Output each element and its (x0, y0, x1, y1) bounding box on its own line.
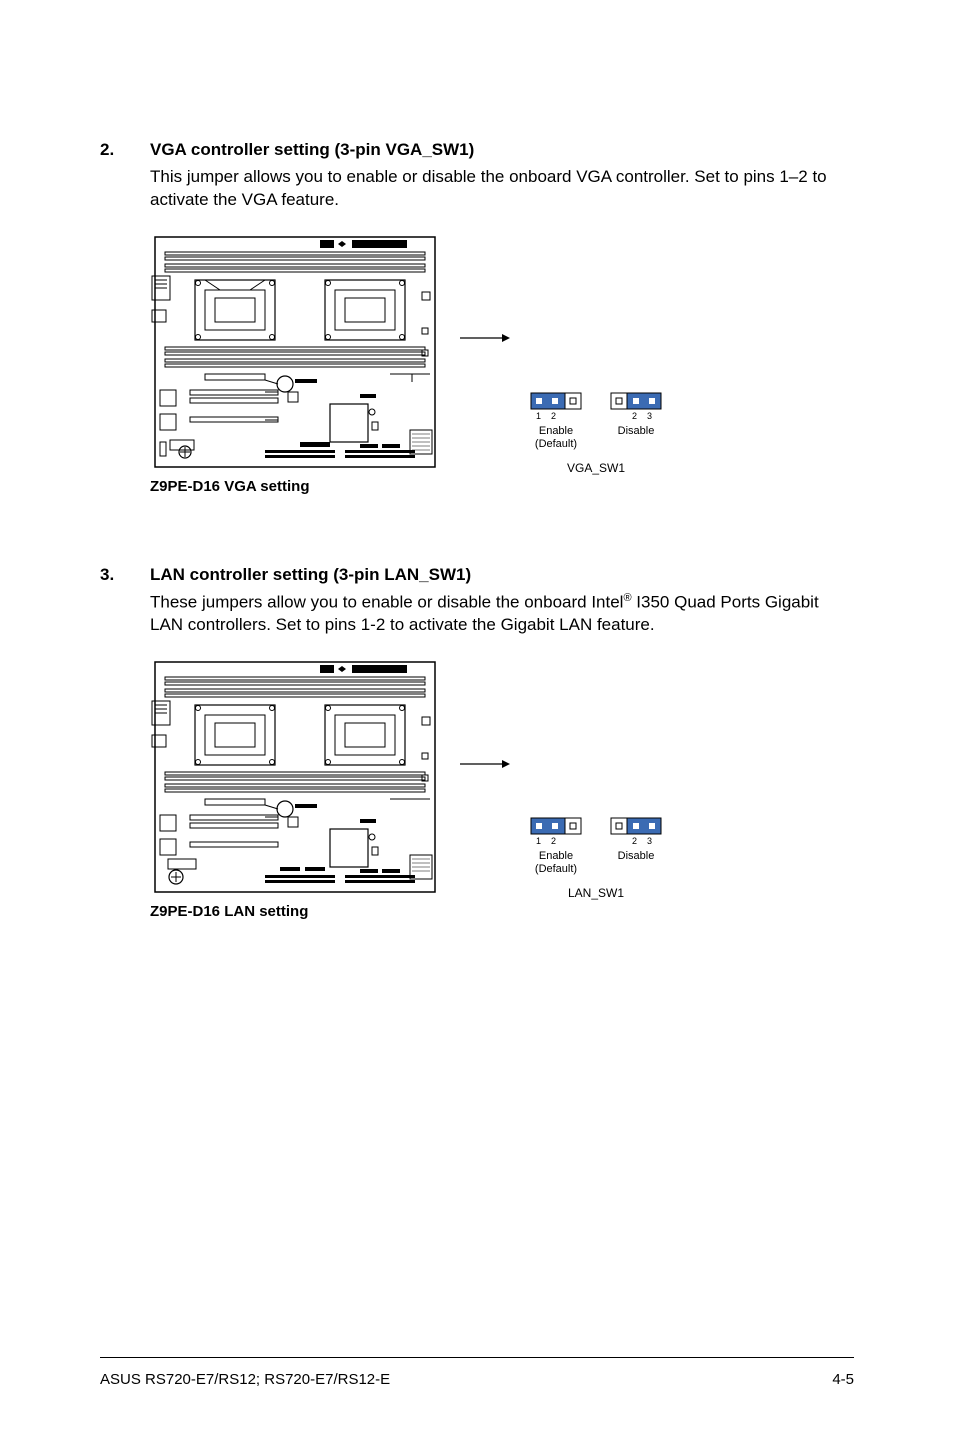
jumper-state-disable: Disable (618, 850, 655, 863)
page-number: 4-5 (832, 1371, 854, 1388)
jumper-state-enable: Enable (Default) (535, 425, 577, 451)
page-footer: ASUS RS720-E7/RS12; RS720-E7/RS12-E 4-5 (100, 1371, 854, 1388)
pin-labels: 1 2 (530, 411, 582, 421)
section-body: LAN controller setting (3-pin LAN_SW1) T… (150, 565, 854, 921)
board-caption: Z9PE-D16 VGA setting (150, 478, 440, 495)
pin-labels: 2 3 (610, 411, 662, 421)
section-text: These jumpers allow you to enable or dis… (150, 591, 854, 638)
jumper-enable: 1 2 Enable (Default) (530, 817, 582, 876)
section-lan: 3. LAN controller setting (3-pin LAN_SW1… (100, 565, 854, 921)
section-number: 2. (100, 140, 150, 495)
board-caption: Z9PE-D16 LAN setting (150, 903, 440, 920)
section-heading: LAN controller setting (3-pin LAN_SW1) (150, 565, 854, 585)
arrow-icon (460, 758, 510, 770)
jumper-disable: 2 3 Disable (610, 817, 662, 863)
board-diagram: Z9PE-D16 LAN setting (150, 657, 440, 920)
section-heading: VGA controller setting (3-pin VGA_SW1) (150, 140, 854, 160)
jumper-diagram: 1 2 Enable (Default) (530, 817, 662, 920)
section-vga: 2. VGA controller setting (3-pin VGA_SW1… (100, 140, 854, 495)
jumper-enable: 1 2 Enable (Default) (530, 392, 582, 451)
jumper-name: LAN_SW1 (568, 886, 624, 900)
jumper-diagram: 1 2 Enable (Default) (530, 392, 662, 495)
section-text: This jumper allows you to enable or disa… (150, 166, 854, 212)
section-body: VGA controller setting (3-pin VGA_SW1) T… (150, 140, 854, 495)
footer-divider (100, 1357, 854, 1358)
pin-labels: 2 3 (610, 836, 662, 846)
pin-labels: 1 2 (530, 836, 582, 846)
jumper-disable: 2 3 Disable (610, 392, 662, 438)
board-diagram: Z9PE-D16 VGA setting (150, 232, 440, 495)
jumper-state-disable: Disable (618, 425, 655, 438)
footer-model: ASUS RS720-E7/RS12; RS720-E7/RS12-E (100, 1371, 390, 1388)
jumper-name: VGA_SW1 (567, 461, 625, 475)
figure-area: Z9PE-D16 VGA setting (150, 232, 854, 495)
jumper-state-enable: Enable (Default) (535, 850, 577, 876)
figure-area: Z9PE-D16 LAN setting (150, 657, 854, 920)
arrow-icon (460, 332, 510, 344)
section-number: 3. (100, 565, 150, 921)
